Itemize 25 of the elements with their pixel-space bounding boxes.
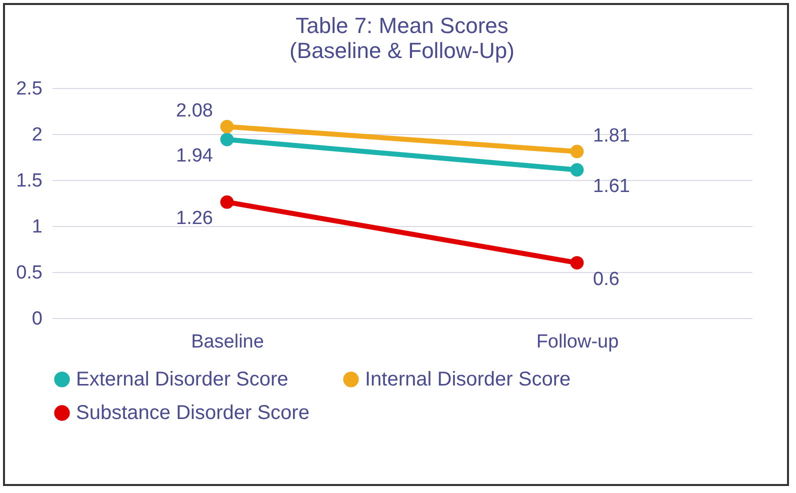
point bbox=[220, 195, 234, 209]
point bbox=[220, 120, 234, 134]
legend-label: Substance Disorder Score bbox=[76, 402, 310, 424]
data-label: 2.08 bbox=[176, 100, 213, 122]
x-tick-label: Baseline bbox=[191, 332, 264, 352]
point bbox=[570, 163, 584, 177]
y-tick-label: 1.5 bbox=[16, 170, 42, 192]
y-tick-label: 0 bbox=[32, 308, 42, 330]
data-label: 1.94 bbox=[176, 146, 214, 167]
y-tick-label: 2.5 bbox=[16, 78, 42, 100]
legend-label: Internal Disorder Score bbox=[365, 368, 571, 390]
point bbox=[570, 144, 584, 158]
y-tick-label: 2 bbox=[32, 124, 42, 146]
point bbox=[570, 256, 584, 270]
y-tick-label: 0.5 bbox=[16, 262, 42, 284]
legend-label: External Disorder Score bbox=[76, 368, 288, 390]
chart-title: Table 7: Mean Scores bbox=[296, 13, 508, 38]
chart-subtitle: (Baseline & Follow-Up) bbox=[290, 38, 514, 63]
data-label: 1.26 bbox=[176, 208, 213, 230]
data-label: 1.81 bbox=[593, 125, 630, 146]
y-tick-label: 1 bbox=[32, 216, 42, 238]
data-label: 1.61 bbox=[593, 176, 630, 197]
data-label: 0.6 bbox=[593, 268, 620, 290]
point bbox=[220, 132, 234, 146]
x-tick-label: Follow-up bbox=[536, 332, 619, 352]
